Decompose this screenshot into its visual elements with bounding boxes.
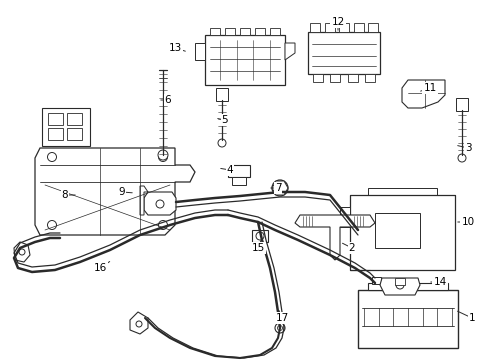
Bar [67, 128, 82, 140]
Bar [67, 113, 82, 125]
Text: 1: 1 [468, 313, 474, 323]
Circle shape [158, 153, 167, 162]
Circle shape [271, 180, 287, 196]
Circle shape [136, 321, 142, 327]
Circle shape [156, 200, 163, 208]
Bar [48, 128, 63, 140]
Bar [251, 230, 267, 242]
Text: 9: 9 [119, 187, 125, 197]
Bar [324, 23, 334, 32]
Bar [204, 35, 285, 85]
Polygon shape [401, 80, 444, 108]
Text: 2: 2 [348, 243, 355, 253]
Text: 4: 4 [226, 165, 233, 175]
Bar [227, 165, 249, 177]
Text: 7: 7 [274, 183, 281, 193]
Text: 5: 5 [221, 115, 228, 125]
Polygon shape [195, 43, 204, 60]
Text: 10: 10 [461, 217, 473, 227]
Bar [357, 290, 457, 348]
Circle shape [47, 153, 57, 162]
Circle shape [158, 220, 167, 230]
Bar [216, 88, 227, 101]
Bar [434, 277, 443, 284]
Polygon shape [285, 43, 294, 60]
Bar [254, 28, 264, 35]
Bar [371, 277, 380, 284]
Text: 14: 14 [432, 277, 446, 287]
Bar [240, 28, 249, 35]
Circle shape [19, 249, 25, 255]
Bar [312, 74, 323, 82]
Bar [338, 23, 348, 32]
Text: 12: 12 [331, 17, 344, 27]
Circle shape [275, 184, 284, 192]
Text: 16: 16 [93, 263, 106, 273]
Bar [224, 28, 235, 35]
Polygon shape [14, 242, 30, 262]
Bar [42, 108, 90, 146]
Polygon shape [140, 186, 148, 215]
Bar [48, 113, 63, 125]
Circle shape [218, 139, 225, 147]
Bar [367, 23, 377, 32]
Text: 13: 13 [168, 43, 181, 53]
Circle shape [158, 150, 168, 160]
Bar [231, 177, 245, 185]
Bar [455, 98, 467, 111]
Polygon shape [294, 215, 374, 260]
Bar [347, 74, 357, 82]
Text: 8: 8 [61, 190, 68, 200]
Circle shape [277, 325, 282, 330]
Bar [374, 213, 419, 248]
Bar [367, 283, 447, 290]
Circle shape [274, 323, 285, 333]
Text: 3: 3 [464, 143, 470, 153]
Bar [209, 28, 220, 35]
Bar [269, 28, 280, 35]
Bar [309, 23, 319, 32]
Text: 11: 11 [423, 83, 436, 93]
Bar [307, 32, 379, 74]
Polygon shape [130, 312, 148, 334]
Polygon shape [379, 278, 419, 295]
Bar [394, 278, 404, 285]
Circle shape [47, 220, 57, 230]
Bar [364, 74, 374, 82]
Bar [353, 23, 363, 32]
Circle shape [395, 281, 403, 289]
Bar [254, 242, 264, 248]
Polygon shape [143, 192, 176, 215]
Polygon shape [35, 148, 195, 235]
Bar [349, 195, 454, 270]
Text: 6: 6 [164, 95, 171, 105]
Circle shape [256, 232, 264, 240]
Bar [330, 74, 340, 82]
Circle shape [457, 154, 465, 162]
Polygon shape [339, 207, 349, 227]
Text: 17: 17 [275, 313, 288, 323]
Polygon shape [271, 181, 287, 195]
Text: 15: 15 [251, 243, 264, 253]
